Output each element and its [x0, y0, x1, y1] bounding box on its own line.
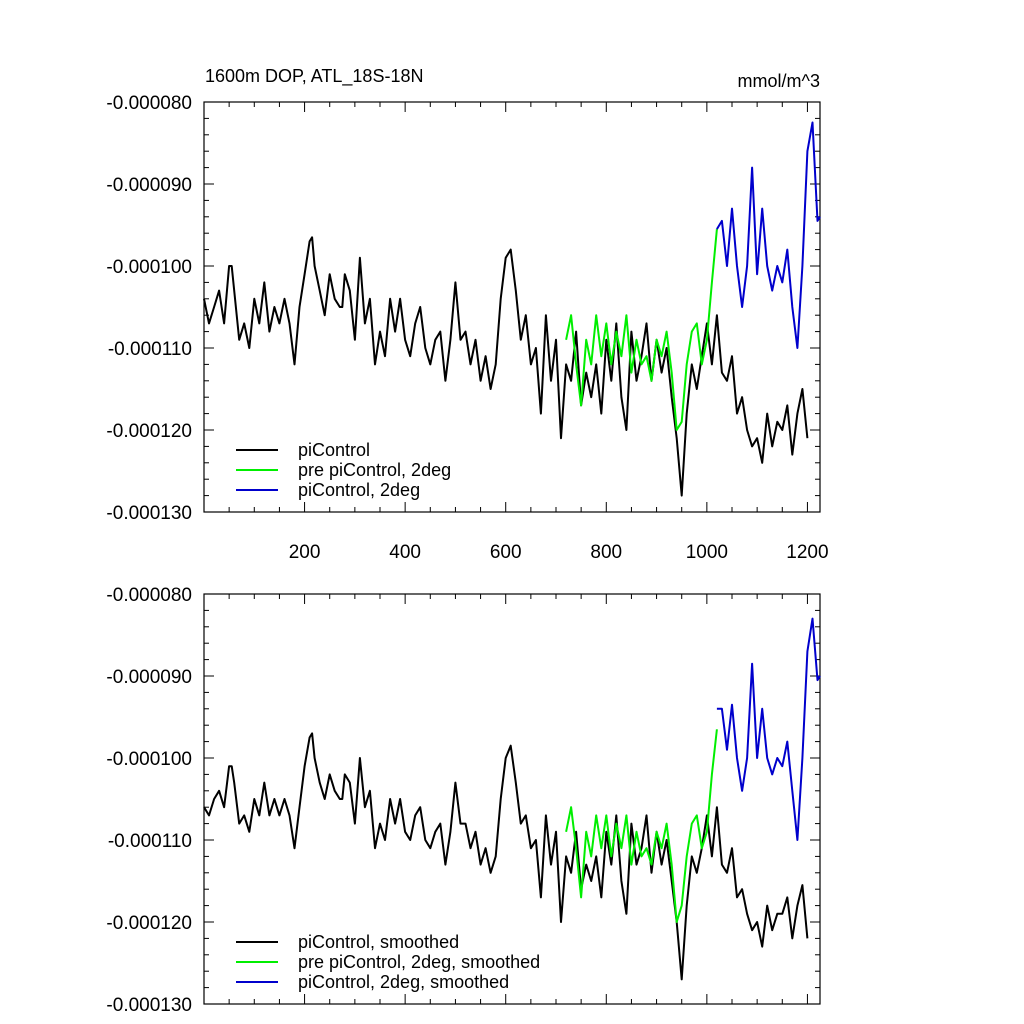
- legend-label: piControl, 2deg, smoothed: [298, 972, 509, 992]
- series-line-picontrol-2deg: [716, 617, 821, 841]
- y-tick-label: -0.000120: [106, 913, 192, 934]
- chart-title: 1600m DOP, ATL_18S-18N: [205, 66, 423, 87]
- legend-label: pre piControl, 2deg: [298, 460, 451, 480]
- y-tick-label: -0.000090: [106, 175, 192, 196]
- x-tick-label: 1200: [786, 542, 828, 563]
- chart-units: mmol/m^3: [738, 71, 820, 91]
- x-tick-label: 800: [590, 542, 622, 563]
- y-tick-label: -0.000110: [108, 831, 192, 852]
- y-tick-label: -0.000090: [106, 667, 192, 688]
- x-tick-label: 200: [289, 542, 321, 563]
- y-tick-label: -0.000080: [106, 93, 192, 114]
- series-line-picontrol: [203, 732, 809, 981]
- y-tick-label: -0.000080: [106, 585, 192, 606]
- y-tick-label: -0.000120: [106, 421, 192, 442]
- series-line-pre-picontrol-2deg: [565, 229, 718, 431]
- top-panel: -0.000080 -0.000090 -0.000100 -0.000110 -0.0…: [106, 93, 828, 563]
- series-line-pre-picontrol-2deg: [565, 729, 718, 923]
- x-tick-label: 600: [490, 542, 522, 563]
- x-tick-label: 1000: [686, 542, 728, 563]
- y-tick-label: -0.000100: [106, 257, 192, 278]
- y-tick-label: -0.000130: [106, 995, 192, 1016]
- y-tick-label: -0.000100: [106, 749, 192, 770]
- legend-label: piControl, smoothed: [298, 932, 459, 952]
- series-line-picontrol: [203, 236, 809, 497]
- legend-label: piControl, 2deg: [298, 480, 420, 500]
- x-tick-label: 400: [389, 542, 421, 563]
- y-tick-label: -0.000130: [106, 503, 192, 524]
- plot-frame: [203, 593, 821, 1005]
- series-line-picontrol-2deg: [716, 121, 821, 349]
- bottom-panel: -0.000080 -0.000090 -0.000100 -0.000110 -0.0…: [106, 585, 821, 1016]
- y-tick-label: -0.000110: [108, 339, 192, 360]
- plot-frame: [203, 101, 821, 513]
- legend-label: piControl: [298, 440, 370, 460]
- legend-label: pre piControl, 2deg, smoothed: [298, 952, 540, 972]
